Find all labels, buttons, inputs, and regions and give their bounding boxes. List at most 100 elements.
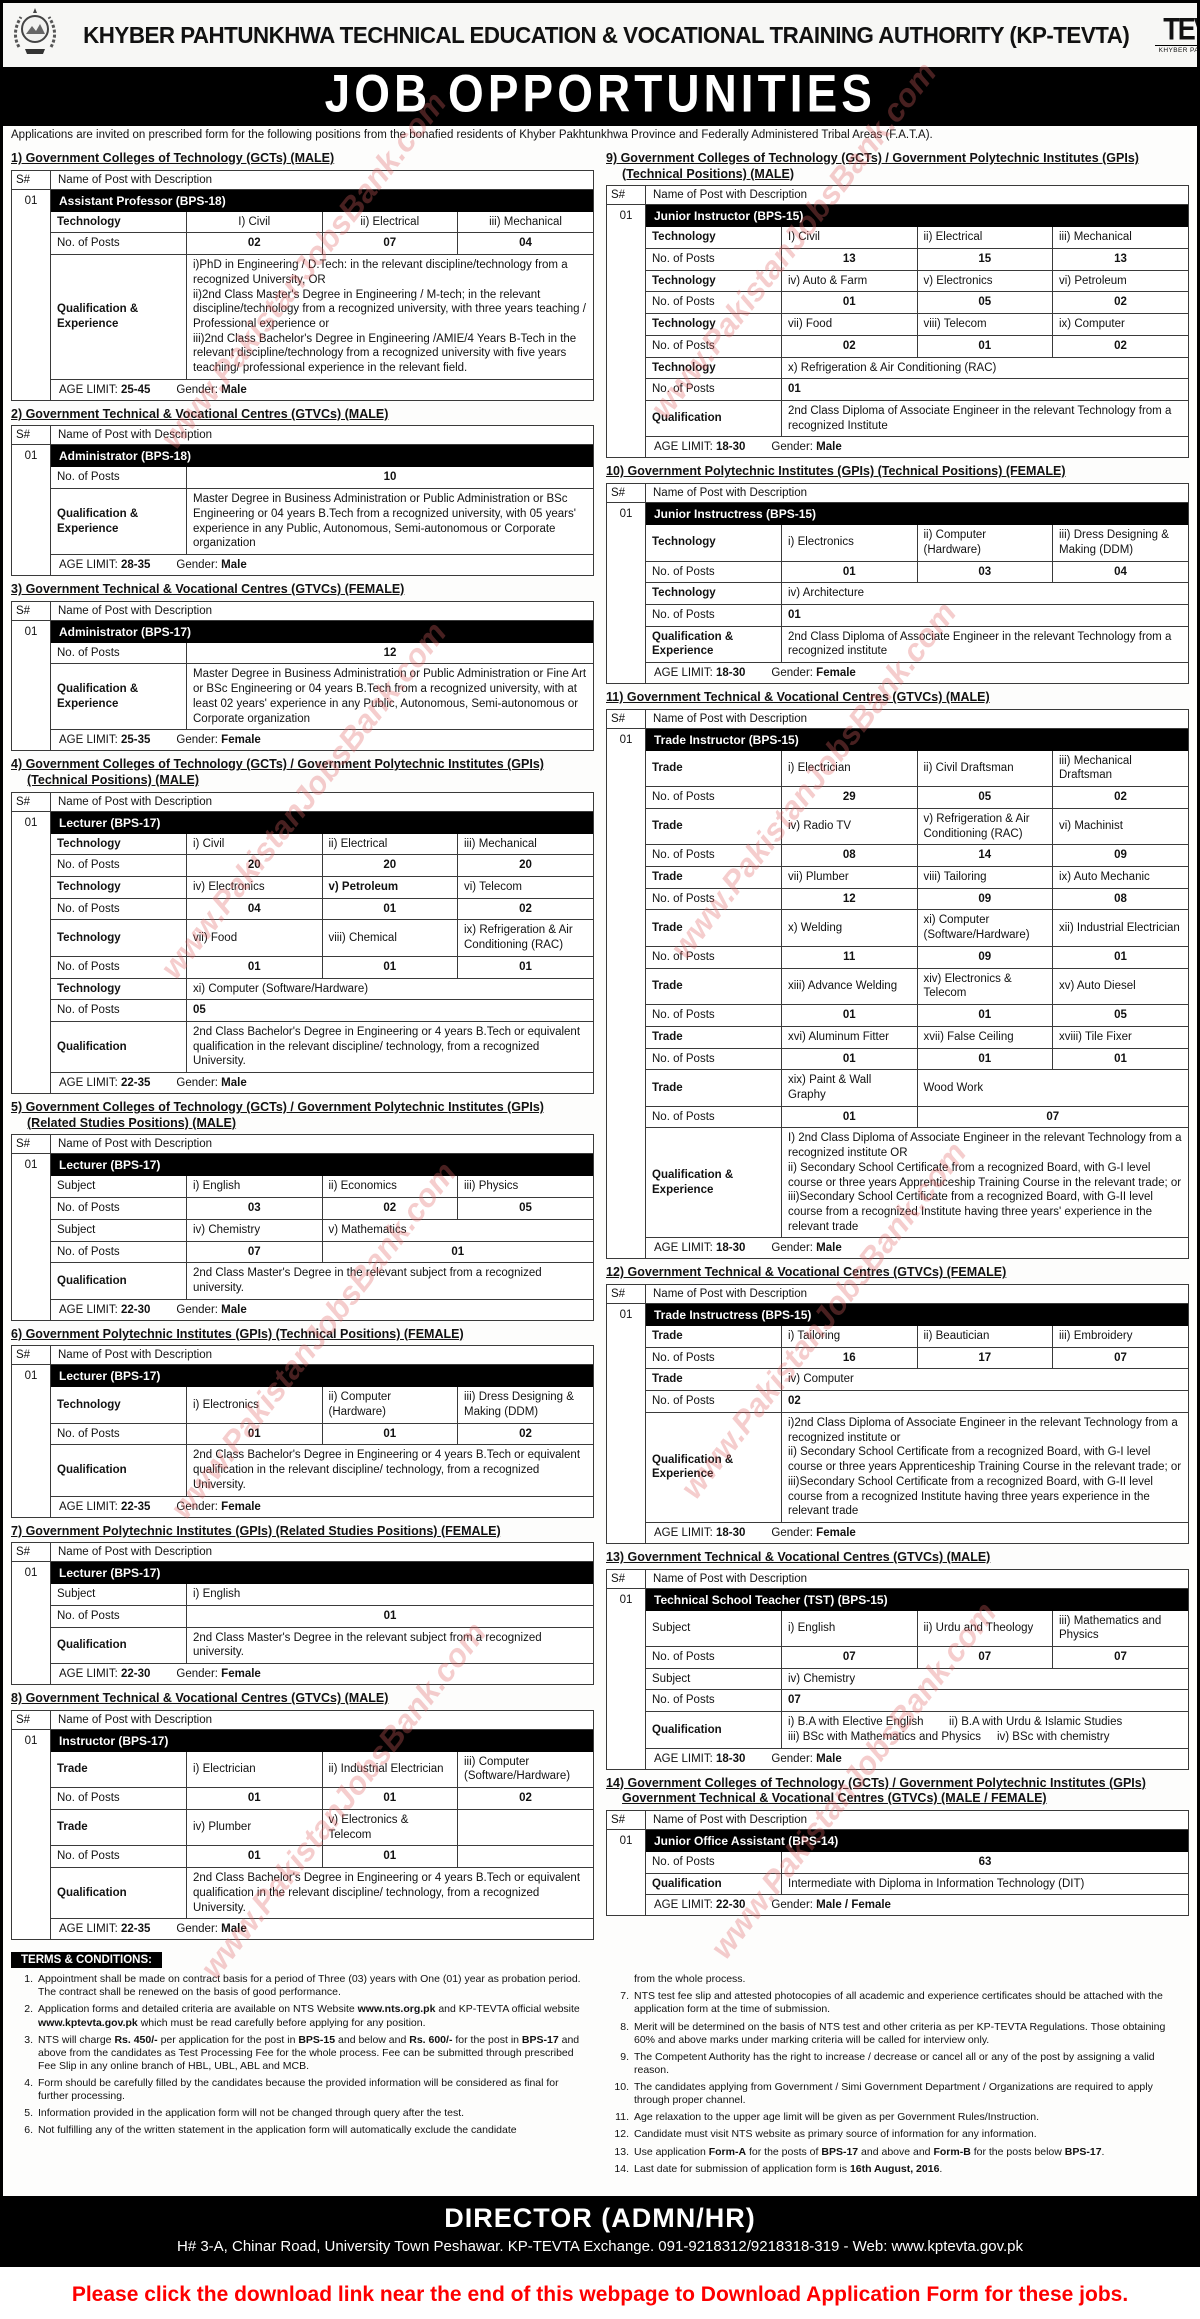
post-table-head: S# Name of Post with Description bbox=[11, 791, 594, 812]
detail-row: Technology iv) Auto & Farm v) Electronics v… bbox=[645, 269, 1189, 293]
detail-row: Trade xix) Paint & Wall Graphy Wood Work bbox=[645, 1069, 1189, 1107]
terms-item-text: Last date for submission of application … bbox=[634, 2162, 943, 2175]
left-column: 1) Government Colleges of Technology (GC… bbox=[11, 145, 594, 1942]
gender-value: Male bbox=[221, 1303, 247, 1316]
row-label-cell: No. of Posts bbox=[645, 1047, 782, 1071]
row-label-cell: Qualification bbox=[50, 1262, 187, 1300]
age-limit-row: AGE LIMIT: 22-35 Gender: Female bbox=[51, 1495, 593, 1517]
trade-value-cell: ix) Auto Mechanic bbox=[1052, 866, 1189, 889]
row-label-cell: Technology bbox=[50, 977, 187, 1001]
terms-item-number bbox=[611, 1973, 629, 1986]
row-label-cell: Technology bbox=[645, 524, 782, 562]
posts-value-cell: 01 bbox=[781, 1105, 918, 1129]
terms-item-number: 9. bbox=[620, 2050, 629, 2063]
posts-value-cell: 02 bbox=[1052, 334, 1189, 358]
row-label-cell: No. of Posts bbox=[645, 334, 782, 358]
serial-header-cell: S# bbox=[606, 483, 646, 504]
post-table-body: 01 Technical School Teacher (TST) (BPS-15… bbox=[606, 1587, 1189, 1770]
tech-value-cell: vi) Petroleum bbox=[1052, 269, 1189, 293]
posts-value-cell: 09 bbox=[916, 887, 1053, 911]
trade-value-cell bbox=[457, 1808, 594, 1847]
gender-value: Female bbox=[221, 1668, 261, 1681]
subject-value-cell: ii) Economics bbox=[321, 1175, 458, 1199]
detail-row: No. of Posts 02 01 02 bbox=[645, 334, 1189, 358]
row-label-cell: Trade bbox=[645, 807, 782, 846]
posts-value-cell: 05 bbox=[916, 291, 1053, 315]
row-label-cell: No. of Posts bbox=[50, 854, 187, 877]
gender-value: Male bbox=[816, 1242, 842, 1255]
download-note: Please click the download link near the … bbox=[71, 2282, 1129, 2306]
terms-item: 1. Appointment shall be made on contract … bbox=[15, 1973, 589, 1999]
name-header-cell: Name of Post with Description bbox=[645, 1568, 1189, 1589]
detail-row: Qualification & Experience i)2nd Class Di… bbox=[645, 1411, 1189, 1523]
subject-value-cell: v) Mathematics bbox=[321, 1218, 594, 1242]
posts-value-cell: 03 bbox=[916, 560, 1053, 584]
detail-row: No. of Posts 01 bbox=[50, 1604, 594, 1628]
post-table: S# Name of Post with Description 01 Lecture… bbox=[11, 1134, 594, 1321]
post-row: 01 Technical School Teacher (TST) (BPS-15… bbox=[606, 1587, 1189, 1770]
detail-row: No. of Posts 13 15 13 bbox=[645, 247, 1189, 271]
posts-value-cell: 01 bbox=[186, 1845, 323, 1869]
posts-value-cell: 05 bbox=[186, 999, 594, 1022]
trade-value-cell: xi) Computer (Software/Hardware) bbox=[916, 909, 1053, 947]
row-label-cell: Technology bbox=[50, 919, 187, 957]
posts-value-cell: 01 bbox=[916, 1004, 1053, 1027]
terms-item-text: The Competent Authority has the right to… bbox=[634, 2050, 1155, 2076]
job-section: 6) Government Polytechnic Institutes (GP… bbox=[11, 1327, 594, 1518]
posts-value-cell: 20 bbox=[457, 854, 594, 877]
terms-item-text: Merit will be determined on the basis of… bbox=[634, 2020, 1166, 2046]
banner-text: JOB OPPORTUNITIES bbox=[324, 63, 876, 124]
posts-value-cell: 01 bbox=[186, 1422, 323, 1446]
serial-header-cell: S# bbox=[11, 1542, 51, 1563]
post-table-body: 01 Junior Office Assistant (BPS-14) No. of… bbox=[606, 1828, 1189, 1917]
tech-value-cell: ii) Electrical bbox=[321, 832, 458, 856]
kp-government-crest-icon bbox=[13, 7, 57, 64]
subject-value-cell: iv) Chemistry bbox=[186, 1218, 323, 1242]
posts-value-cell: 02 bbox=[781, 1390, 1189, 1413]
tech-value-cell: ix) Refrigeration & Air Conditioning (RA… bbox=[457, 919, 594, 957]
row-label-cell: Trade bbox=[645, 1325, 782, 1348]
trade-value-cell: ii) Beautician bbox=[916, 1325, 1053, 1348]
job-section: 10) Government Polytechnic Institutes (G… bbox=[606, 464, 1189, 685]
serial-cell: 01 bbox=[606, 727, 646, 1260]
post-table-head: S# Name of Post with Description bbox=[11, 1542, 594, 1563]
intro-line: Applications are invited on prescribed f… bbox=[11, 129, 933, 141]
row-label-cell: Qualification & Experience bbox=[645, 625, 782, 663]
terms-item: 13. Use application Form-A for the posts … bbox=[611, 2146, 1185, 2159]
row-label-cell: Technology bbox=[50, 875, 187, 899]
section-heading: 7) Government Polytechnic Institutes (GP… bbox=[11, 1523, 501, 1538]
terms-item-number: 2. bbox=[24, 2003, 33, 2016]
gender-value: Female bbox=[816, 667, 856, 680]
serial-header-cell: S# bbox=[606, 1809, 646, 1830]
row-label-cell: No. of Posts bbox=[645, 1689, 782, 1713]
posts-value-cell: 01 bbox=[1052, 945, 1189, 969]
qual-value-cell: 2nd Class Bachelor's Degree in Engineeri… bbox=[186, 1444, 594, 1497]
row-label-cell: No. of Posts bbox=[645, 1851, 782, 1874]
posts-value-cell: 01 bbox=[321, 1845, 458, 1869]
post-table-head: S# Name of Post with Description bbox=[11, 425, 594, 446]
age-limit-row: AGE LIMIT: 18-30 Gender: Male bbox=[646, 436, 1188, 457]
detail-row: No. of Posts 04 01 02 bbox=[50, 897, 594, 921]
gender-value: Male bbox=[221, 559, 247, 572]
terms-item: 5. Information provided in the applicatio… bbox=[15, 2107, 589, 2120]
detail-row: No. of Posts 12 09 08 bbox=[645, 887, 1189, 911]
detail-table: Technology I) Civil ii) Electrical iii) Mec… bbox=[645, 226, 1189, 437]
trade-value-cell: iv) Computer bbox=[781, 1368, 1189, 1392]
detail-row: Subject iv) Chemistry v) Mathematics bbox=[50, 1218, 594, 1242]
name-header-cell: Name of Post with Description bbox=[645, 1284, 1189, 1305]
post-table-head: S# Name of Post with Description bbox=[11, 169, 594, 190]
row-label-cell: Technology bbox=[645, 582, 782, 605]
tech-value-cell: viii) Telecom bbox=[916, 313, 1053, 336]
post-title-bar: Lecturer (BPS-17) bbox=[51, 1365, 593, 1388]
tech-value-cell: iii) Dress Designing & Making (DDM) bbox=[1052, 524, 1189, 562]
age-limit-row: AGE LIMIT: 22-30 Gender: Female bbox=[51, 1663, 593, 1684]
row-label-cell: No. of Posts bbox=[50, 897, 187, 921]
age-limit-row: AGE LIMIT: 22-35 Gender: Male bbox=[51, 1072, 593, 1093]
detail-row: Qualification 2nd Class Master's Degree i… bbox=[50, 1262, 594, 1300]
terms-conditions: 1. Appointment shall be made on contract … bbox=[3, 1973, 1197, 2190]
post-table-body: 01 Administrator (BPS-18) No. of Posts 10 Qu… bbox=[11, 444, 594, 577]
tech-value-cell: I) Civil bbox=[781, 226, 918, 249]
posts-value-cell: 13 bbox=[1052, 247, 1189, 271]
tech-value-cell: iv) Auto & Farm bbox=[781, 269, 918, 293]
subject-value-cell: i) English bbox=[781, 1610, 918, 1647]
